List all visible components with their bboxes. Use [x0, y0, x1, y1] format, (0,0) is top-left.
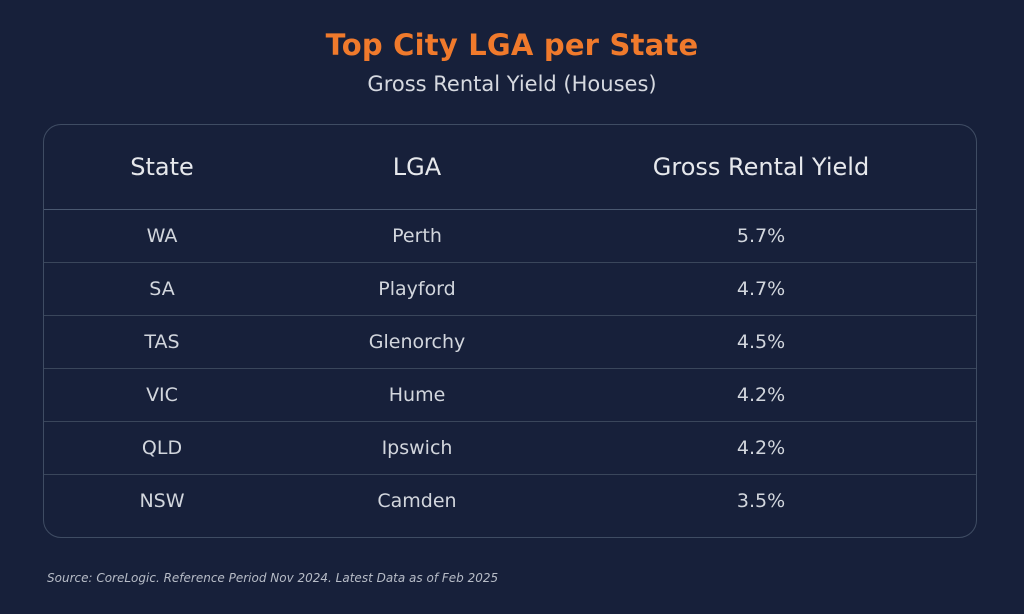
cell-lga: Glenorchy	[368, 331, 466, 353]
source-note: Source: CoreLogic. Reference Period Nov …	[47, 571, 499, 585]
header-state: State	[130, 153, 194, 181]
cell-yield: 4.7%	[736, 278, 786, 300]
table-row: TAS Glenorchy 4.5%	[44, 316, 976, 369]
cell-lga: Playford	[378, 278, 456, 300]
table-header-row: State LGA Gross Rental Yield	[44, 125, 976, 210]
table-row: SA Playford 4.7%	[44, 263, 976, 316]
chart-title: Top City LGA per State	[325, 28, 699, 62]
cell-yield: 3.5%	[736, 490, 786, 512]
cell-yield: 4.2%	[736, 384, 786, 406]
cell-lga: Hume	[388, 384, 446, 406]
table-row: NSW Camden 3.5%	[44, 475, 976, 527]
chart-subtitle: Gross Rental Yield (Houses)	[367, 72, 657, 96]
cell-lga: Ipswich	[381, 437, 453, 459]
cell-state: VIC	[146, 384, 178, 406]
cell-yield: 4.2%	[736, 437, 786, 459]
table-row: VIC Hume 4.2%	[44, 369, 976, 422]
cell-lga: Camden	[377, 490, 457, 512]
cell-state: QLD	[141, 437, 183, 459]
yield-table: State LGA Gross Rental Yield WA Perth 5.…	[43, 124, 977, 538]
cell-lga: Perth	[392, 225, 442, 247]
table-row: WA Perth 5.7%	[44, 210, 976, 263]
header-lga: LGA	[392, 153, 442, 181]
cell-state: WA	[146, 225, 178, 247]
cell-state: NSW	[139, 490, 185, 512]
cell-state: SA	[149, 278, 175, 300]
table-row: QLD Ipswich 4.2%	[44, 422, 976, 475]
cell-state: TAS	[144, 331, 180, 353]
cell-yield: 4.5%	[736, 331, 786, 353]
cell-yield: 5.7%	[736, 225, 786, 247]
header-gross-rental-yield: Gross Rental Yield	[652, 153, 870, 181]
